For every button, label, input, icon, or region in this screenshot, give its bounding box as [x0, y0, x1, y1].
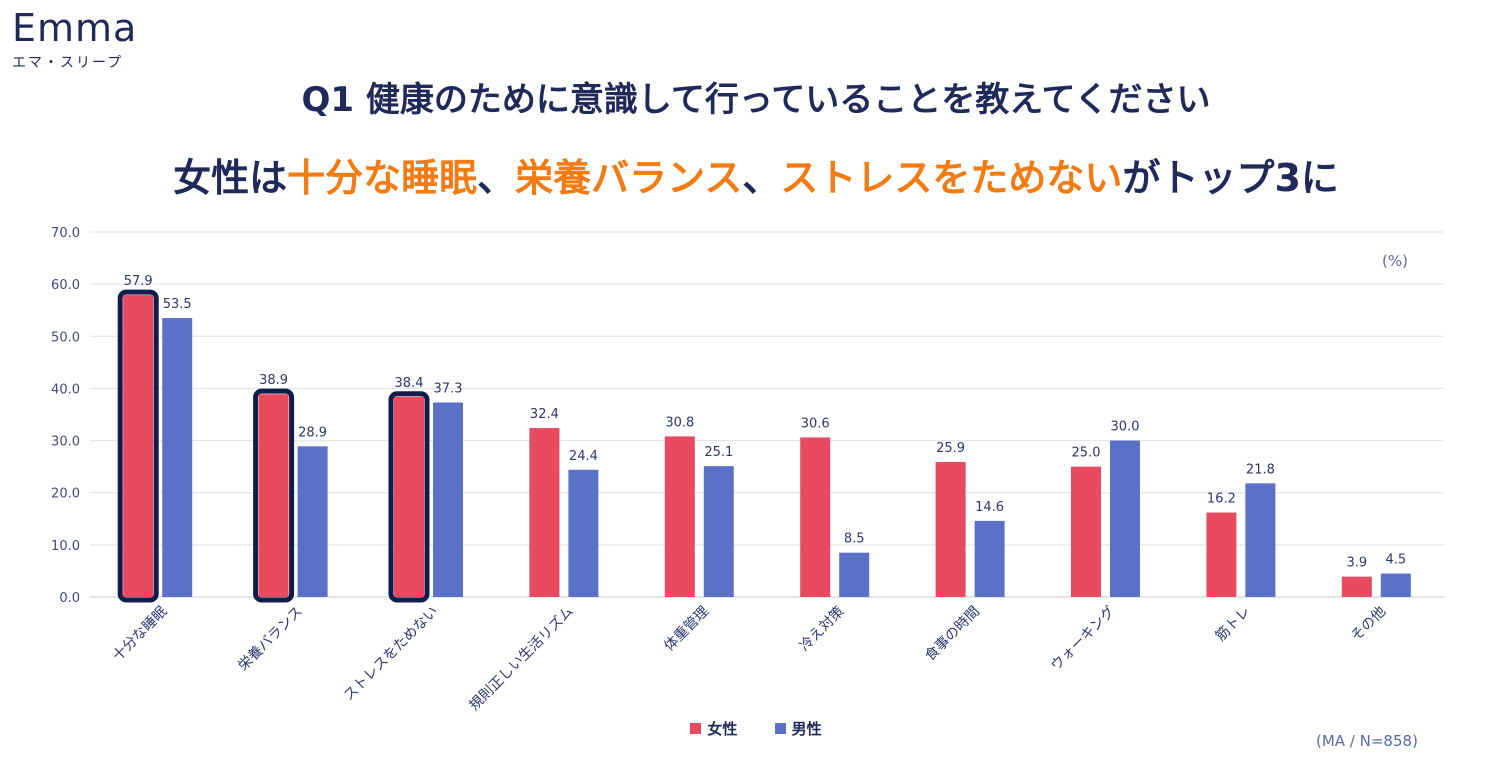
bar-female	[1206, 512, 1237, 597]
legend-label-male: 男性	[791, 720, 822, 738]
data-label: 30.6	[801, 416, 830, 431]
legend-label-female: 女性	[707, 720, 738, 738]
data-label: 3.9	[1346, 556, 1367, 571]
data-label: 4.5	[1385, 553, 1406, 568]
x-tick-label: その他	[1348, 604, 1389, 645]
x-tick-label: ストレスをためない	[341, 604, 441, 704]
x-tick-label: ウォーキング	[1048, 604, 1118, 674]
subtitle-highlight-2: 栄養バランス	[515, 156, 743, 200]
data-label: 30.8	[665, 415, 694, 430]
legend-swatch-male	[774, 723, 786, 734]
x-tick-label: 冷え対策	[796, 603, 848, 655]
bar-male	[1380, 573, 1411, 597]
x-tick-label: 食事の時間	[921, 603, 983, 665]
bar-female	[664, 436, 695, 597]
y-tick-label: 20.0	[51, 487, 80, 502]
data-label: 24.4	[569, 449, 598, 464]
bar-male	[1245, 483, 1276, 597]
unit-label: (%)	[1382, 252, 1408, 270]
subtitle-highlight-1: 十分な睡眠	[287, 156, 478, 200]
y-tick-label: 10.0	[51, 539, 80, 554]
data-label: 28.9	[298, 425, 327, 440]
brand-subname: エマ・スリープ	[12, 55, 124, 71]
page-title: Q1 健康のために意識して行っていることを教えてください	[301, 80, 1211, 120]
bar-highlight-outline	[117, 289, 159, 603]
y-tick-label: 70.0	[51, 226, 80, 241]
y-tick-label: 30.0	[51, 435, 80, 450]
bar-male	[974, 520, 1005, 597]
brand-name: Emma	[12, 6, 138, 50]
sample-note: (MA / N=858)	[1316, 732, 1418, 750]
bar-female	[1071, 466, 1101, 597]
data-label: 38.4	[395, 376, 424, 391]
bar-female	[800, 437, 831, 597]
data-label: 25.9	[936, 441, 965, 456]
bar-female	[1341, 576, 1372, 597]
data-label: 37.3	[434, 382, 463, 397]
data-label: 30.0	[1111, 420, 1140, 435]
bar-male	[568, 469, 599, 597]
data-label: 21.8	[1246, 462, 1275, 477]
data-label: 38.9	[259, 373, 288, 388]
data-label: 25.1	[704, 445, 733, 460]
bar-male	[297, 446, 328, 597]
legend-item-female: 女性	[690, 718, 737, 739]
bar-female	[258, 394, 289, 597]
data-label: 32.4	[530, 407, 559, 422]
bar-highlight-outline	[253, 388, 295, 603]
x-tick-label: 規則正しい生活リズム	[466, 604, 576, 714]
data-label: 57.9	[124, 274, 153, 289]
x-tick-label: 体重管理	[661, 604, 712, 655]
y-tick-label: 60.0	[51, 278, 80, 293]
y-tick-label: 50.0	[51, 330, 80, 345]
y-tick-label: 0.0	[59, 591, 80, 606]
data-label: 16.2	[1207, 492, 1236, 507]
data-label: 53.5	[163, 297, 192, 312]
legend-swatch-female	[690, 723, 702, 734]
x-tick-label: 筋トレ	[1212, 603, 1254, 645]
bar-male	[433, 402, 463, 597]
subtitle-text-2: がトップ3に	[1122, 156, 1339, 200]
data-label: 8.5	[844, 532, 865, 547]
data-label: 25.0	[1072, 446, 1101, 461]
x-tick-label: 十分な睡眠	[110, 604, 171, 665]
y-tick-label: 40.0	[51, 382, 80, 397]
data-label: 14.6	[975, 500, 1004, 515]
page-subtitle: 女性は十分な睡眠、栄養バランス、ストレスをためないがトップ3に	[0, 147, 1512, 202]
bar-male	[839, 552, 870, 597]
subtitle-text-1: 女性は	[173, 156, 288, 200]
bar-male	[162, 318, 193, 597]
bar-female	[529, 428, 560, 597]
bar-highlight-outline	[388, 391, 430, 603]
chart-legend: 女性 男性	[0, 718, 1512, 739]
brand-logo: Emma エマ・スリープ	[12, 8, 137, 72]
bar-female	[394, 396, 424, 597]
subtitle-sep-1: 、	[477, 156, 516, 200]
bar-male	[1110, 440, 1140, 597]
bar-female	[935, 461, 966, 597]
bar-female	[123, 295, 154, 597]
subtitle-highlight-3: ストレスをためない	[780, 156, 1123, 200]
subtitle-sep-2: 、	[742, 156, 781, 200]
x-tick-label: 栄養バランス	[235, 603, 306, 674]
bar-male	[703, 466, 734, 597]
legend-item-male: 男性	[774, 718, 822, 739]
